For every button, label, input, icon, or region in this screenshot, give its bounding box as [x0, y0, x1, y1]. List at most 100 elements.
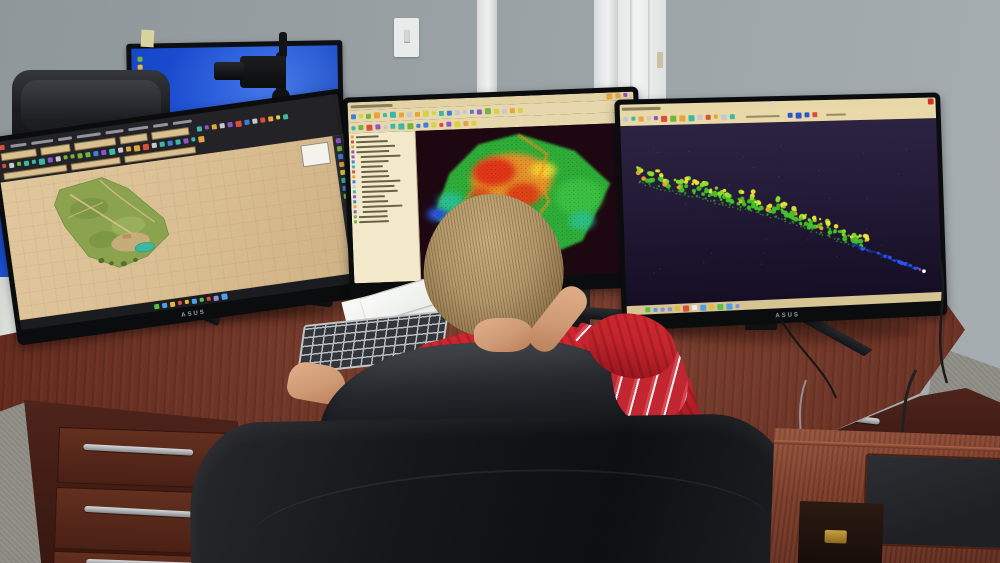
toolbar-icon: [282, 113, 289, 120]
door-panel-groove: [648, 0, 651, 121]
toolbar-icon: [726, 302, 733, 310]
camera-body: [240, 56, 286, 88]
toolbar-icon: [389, 111, 397, 118]
toolbar-icon: [100, 149, 107, 156]
toolbar-icon: [335, 137, 342, 144]
toolbar-icon: [219, 122, 225, 129]
toolbar-icon: [438, 110, 445, 116]
toolbar-icon: [674, 305, 681, 312]
toolbar-icon: [720, 113, 727, 121]
toolbar-icon: [615, 93, 621, 99]
toolbar-icon: [606, 93, 613, 100]
toolbar-icon: [227, 121, 233, 127]
webcam-dot: [771, 101, 775, 105]
toolbar-icon: [645, 307, 651, 313]
drawer-pull: [83, 443, 194, 456]
toolbar-icon: [375, 124, 381, 130]
toolbar-icon: [670, 115, 677, 122]
side-desk: [769, 427, 1000, 563]
toolbar-icon: [623, 116, 629, 122]
toolbar-icon: [235, 120, 242, 127]
toolbar-icon: [169, 301, 175, 307]
asus-logo: ASUS: [775, 311, 800, 319]
toolbar-icon: [358, 124, 364, 131]
toolbar-icon: [407, 122, 414, 129]
toolbar-label: [745, 114, 780, 118]
toolbar-icon: [93, 150, 99, 157]
toolbar-icon: [198, 297, 204, 303]
right-monitor: ASUS: [614, 92, 948, 331]
toolbar-icon: [812, 111, 818, 117]
menu-item: [10, 142, 27, 148]
toolbar-icon: [175, 139, 181, 145]
toolbar-icon: [509, 107, 515, 113]
toolbar-icons: [623, 113, 738, 123]
toolbar-icon: [205, 296, 211, 302]
toolbar-icon: [358, 113, 364, 119]
toolbar-icon: [47, 157, 54, 163]
toolbar-icon: [204, 124, 209, 130]
toolbar-icon: [365, 113, 372, 119]
left-monitor: ASUS: [0, 88, 371, 346]
toolbar-icon: [517, 107, 523, 113]
toolbar-icon: [161, 302, 167, 308]
toolbar-icon: [366, 124, 373, 131]
toolbar-icon: [16, 161, 22, 167]
window-title: [350, 103, 393, 108]
toolbar-icon: [125, 146, 132, 152]
toolbar-icon: [133, 144, 141, 152]
door-hinge: [657, 52, 663, 68]
layer-tree-item: [353, 218, 416, 224]
toolbar-icon: [787, 112, 793, 118]
toolbar-icon: [446, 121, 452, 127]
toolbar-icon: [646, 115, 651, 120]
toolbar-icon: [390, 123, 396, 129]
toolbar-icon: [653, 307, 658, 312]
toolbar-icon: [623, 92, 628, 97]
toolbar-icon: [23, 160, 30, 167]
toolbar-icon: [682, 304, 690, 312]
toolbar-icon: [454, 120, 461, 127]
toolbar-icon: [729, 113, 735, 119]
sticky-note: [140, 29, 155, 48]
toolbar-icon: [471, 120, 477, 126]
toolbar-icon: [431, 111, 436, 116]
door-panel-groove: [630, 0, 633, 121]
right-monitor-screen: [619, 97, 943, 316]
toolbar-icon: [431, 122, 437, 128]
toolbar-icon: [476, 108, 482, 115]
map-canvas: [0, 134, 363, 321]
toolbar-icon: [1, 163, 7, 169]
toolbar-icon: [717, 303, 724, 310]
toolbar-icon: [191, 137, 196, 142]
toolbar-icon: [406, 111, 413, 117]
toolbar-icon: [501, 107, 507, 114]
toolbar-icon: [351, 125, 356, 130]
toolbar-icon: [244, 118, 250, 125]
toolbar-icon: [337, 153, 344, 160]
toolbar-icon: [117, 147, 124, 153]
menu-item: [105, 128, 124, 135]
door-frame-trim: [477, 0, 497, 98]
layer-tree-panel: [348, 130, 422, 284]
toolbar-icon: [423, 122, 429, 128]
drawer-pull: [84, 505, 197, 518]
toolbar-icon: [350, 113, 357, 119]
camera-lens: [214, 62, 244, 80]
blue-icon-group: [787, 111, 821, 119]
toolbar-icon: [653, 115, 659, 120]
orthophoto-map: [53, 177, 203, 268]
toolbar-icon: [251, 117, 258, 124]
toolbar-icon: [398, 111, 405, 118]
toolbar-icon: [55, 156, 62, 162]
toolbar-icon: [463, 120, 469, 127]
toolbar-icon: [795, 112, 802, 119]
toolbar-icon: [212, 295, 219, 301]
toolbar-icon: [422, 110, 430, 117]
toolbar-icon: [688, 114, 695, 121]
toolbar-icon: [8, 162, 15, 169]
toolbar-icon: [373, 112, 381, 119]
toolbar-icon: [414, 111, 421, 117]
lidar-profile: [635, 145, 926, 274]
